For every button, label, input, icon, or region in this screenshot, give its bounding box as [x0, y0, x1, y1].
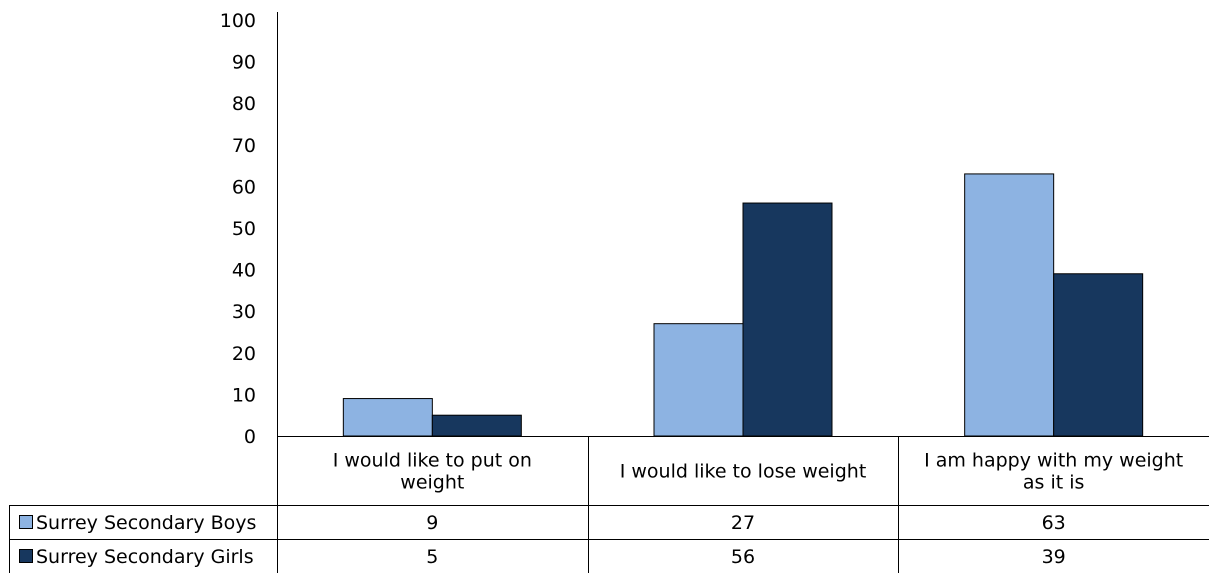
- y-tick-label: 100: [220, 10, 256, 32]
- data-table-value: 63: [1042, 512, 1066, 534]
- bar: [742, 202, 833, 437]
- category-label: I would like to lose weight: [620, 461, 867, 483]
- legend-key: [19, 549, 33, 563]
- y-tick-label: 70: [232, 135, 256, 157]
- y-tick-label: 0: [244, 426, 256, 448]
- data-table-value: 9: [426, 512, 438, 534]
- legend-label: Surrey Secondary Boys: [36, 512, 256, 534]
- axes: [277, 12, 1209, 437]
- data-table-value: 56: [731, 546, 755, 568]
- bar: [653, 323, 744, 437]
- bar: [342, 398, 433, 437]
- y-tick-label: 90: [232, 52, 256, 74]
- y-tick-label: 60: [232, 176, 256, 198]
- y-axis-ticks: 0 10 20 30 40 50 60 70 80 90 100: [220, 10, 256, 448]
- y-tick-label: 50: [232, 218, 256, 240]
- y-tick-label: 40: [232, 260, 256, 282]
- category-label: I would like to put on: [333, 450, 532, 472]
- data-table-value: 39: [1042, 546, 1066, 568]
- legend-label: Surrey Secondary Girls: [36, 546, 254, 568]
- bar: [1053, 273, 1144, 437]
- bar: [964, 173, 1055, 437]
- y-tick-label: 30: [232, 301, 256, 323]
- category-label: as it is: [1023, 472, 1085, 494]
- bar: [431, 414, 522, 437]
- data-table-value: 27: [731, 512, 755, 534]
- y-tick-label: 80: [232, 93, 256, 115]
- category-label: weight: [400, 472, 464, 494]
- category-label: I am happy with my weight: [924, 450, 1183, 472]
- data-table-value: 5: [426, 546, 438, 568]
- legend-key: [19, 515, 33, 529]
- y-tick-label: 20: [232, 343, 256, 365]
- bars: [342, 173, 1144, 437]
- y-tick-label: 10: [232, 384, 256, 406]
